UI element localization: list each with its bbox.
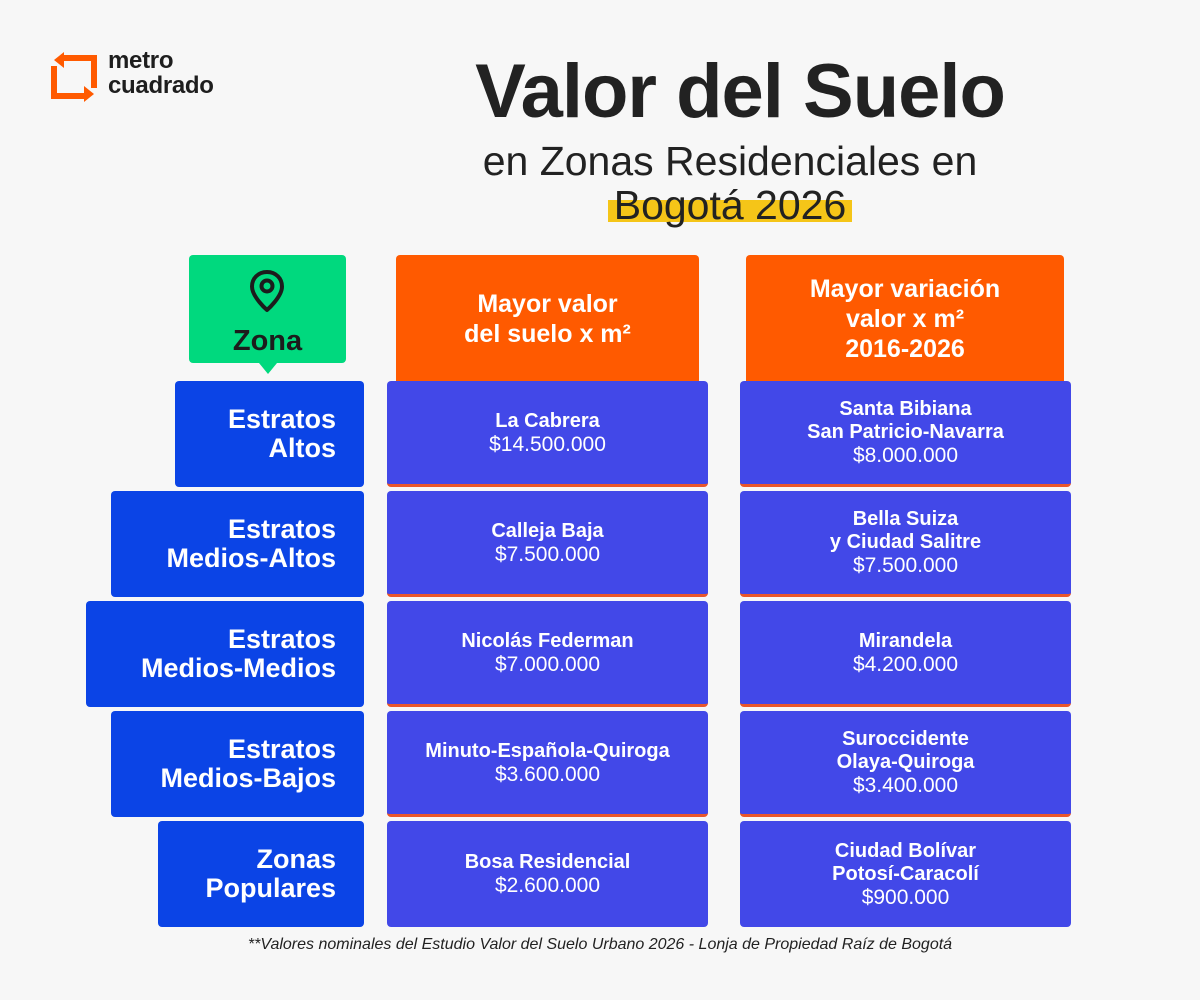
cell-name: La Cabrera — [495, 409, 600, 432]
zone-estratos-medios-medios: Estratos Medios-Medios — [86, 601, 364, 707]
cell-price: $7.000.000 — [494, 652, 601, 676]
cell-name: Suroccidente — [842, 728, 969, 750]
cell-mayor-valor: Calleja Baja $7.500.000 — [387, 491, 708, 597]
cell-name: Nicolás Federman — [461, 629, 634, 652]
zone-label-line: Medios-Altos — [166, 543, 336, 573]
cell-mayor-variacion: Mirandela $4.200.000 — [740, 601, 1071, 707]
cell-mayor-valor: Minuto-Española-Quiroga $3.600.000 — [387, 711, 708, 817]
header-line: Mayor valor — [477, 290, 618, 318]
cell-mayor-valor: Bosa Residencial $2.600.000 — [387, 821, 708, 927]
cell-name: Mirandela — [858, 629, 953, 652]
cell-name: Bella Suiza — [852, 508, 959, 530]
cell-name: Bosa Residencial — [464, 851, 631, 873]
cell-name: Olaya-Quiroga — [836, 751, 975, 773]
cell-price: $14.500.000 — [489, 432, 606, 456]
cell-name: Potosí-Caracolí — [832, 862, 979, 885]
page-title: Valor del Suelo — [475, 49, 1006, 134]
cell-mayor-valor: La Cabrera $14.500.000 — [387, 381, 708, 487]
zone-label-line: Medios-Medios — [140, 653, 336, 683]
cell-name: Calleja Baja — [491, 519, 604, 542]
cell-mayor-variacion: Bella Suiza y Ciudad Salitre $7.500.000 — [740, 491, 1071, 597]
header-line: del suelo x m² — [464, 320, 631, 348]
column-header-mayor-variacion: Mayor variación valor x m² 2016-2026 — [746, 255, 1064, 383]
zona-label: Zona — [232, 325, 303, 357]
zone-zonas-populares: Zonas Populares — [158, 821, 364, 927]
zone-estratos-medios-bajos: Estratos Medios-Bajos — [111, 711, 364, 817]
cell-name: Santa Bibiana — [839, 398, 972, 420]
title-year-highlight: Bogotá 2026 — [607, 182, 853, 228]
cell-name: y Ciudad Salitre — [829, 531, 982, 553]
brand-line2: cuadrado — [108, 72, 214, 99]
cell-price: $7.500.000 — [852, 554, 959, 577]
cell-mayor-variacion: Suroccidente Olaya-Quiroga $3.400.000 — [740, 711, 1071, 817]
cell-mayor-variacion: Ciudad Bolívar Potosí-Caracolí $900.000 — [740, 821, 1071, 927]
cell-name: San Patricio-Navarra — [807, 421, 1004, 443]
cell-name: Minuto-Española-Quiroga — [425, 739, 670, 762]
zone-estratos-altos: Estratos Altos — [175, 381, 364, 487]
cell-price: $8.000.000 — [852, 444, 959, 467]
zone-label-line: Altos — [268, 433, 337, 463]
title-year-wrap: Bogotá 2026 — [500, 182, 960, 228]
zone-label-line: Populares — [205, 873, 336, 903]
header-line: 2016-2026 — [845, 335, 965, 363]
zone-label-line: Estratos — [227, 624, 336, 654]
header-line: valor x m² — [845, 305, 965, 333]
page-subtitle: en Zonas Residenciales en — [482, 138, 978, 184]
footnote-source: **Valores nominales del Estudio Valor de… — [247, 936, 953, 953]
zone-label-line: Estratos — [227, 514, 336, 544]
cell-price: $2.600.000 — [494, 874, 601, 897]
zone-label-line: Medios-Bajos — [160, 763, 336, 793]
cell-price: $900.000 — [861, 885, 950, 909]
brand-line1: metro — [108, 47, 174, 74]
brand-logo-text: metro cuadrado — [108, 48, 214, 98]
cell-name: Ciudad Bolívar — [834, 839, 977, 862]
header-line: Mayor variación — [809, 275, 1001, 303]
zona-column-header: Zona — [189, 255, 346, 374]
cell-mayor-variacion: Santa Bibiana San Patricio-Navarra $8.00… — [740, 381, 1071, 487]
zone-label-line: Zonas — [256, 844, 336, 874]
cell-mayor-valor: Nicolás Federman $7.000.000 — [387, 601, 708, 707]
cell-price: $7.500.000 — [494, 542, 601, 566]
cell-price: $4.200.000 — [852, 652, 959, 676]
cell-price: $3.400.000 — [852, 774, 959, 797]
map-pin-icon — [250, 270, 284, 312]
zone-estratos-medios-altos: Estratos Medios-Altos — [111, 491, 364, 597]
cell-price: $3.600.000 — [494, 762, 601, 786]
zone-label-line: Estratos — [227, 734, 336, 764]
column-header-mayor-valor: Mayor valor del suelo x m² — [396, 255, 699, 383]
zone-label-line: Estratos — [227, 404, 336, 434]
metrocuadrado-logo-icon — [51, 52, 97, 102]
